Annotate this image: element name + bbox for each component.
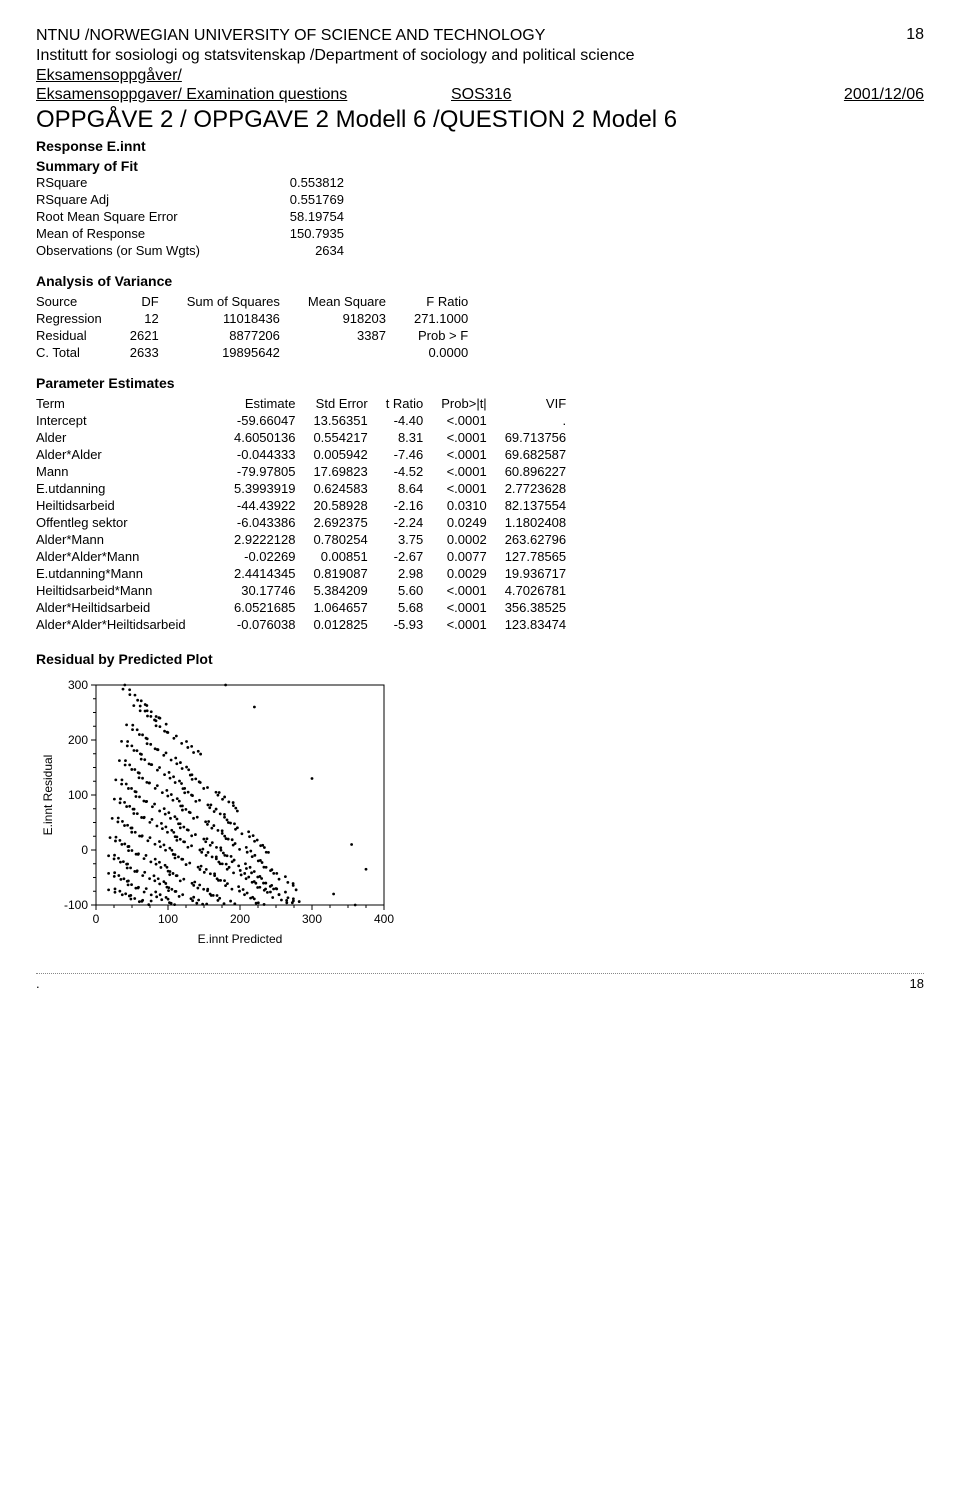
table-row: Observations (or Sum Wgts)2634 xyxy=(36,242,352,259)
table-row: E.utdanning5.39939190.6245838.64<.00012.… xyxy=(36,480,584,497)
svg-text:100: 100 xyxy=(158,912,178,926)
table-row: Alder*Alder*Heiltidsarbeid-0.0760380.012… xyxy=(36,616,584,633)
table-row: Alder*Heiltidsarbeid6.05216851.0646575.6… xyxy=(36,599,584,616)
svg-text:0: 0 xyxy=(93,912,100,926)
table-row: C. Total2633198956420.0000 xyxy=(36,344,496,361)
course-code: SOS316 xyxy=(451,86,651,104)
question-title: OPPGÅVE 2 / OPPGAVE 2 Modell 6 /QUESTION… xyxy=(36,106,924,134)
svg-text:100: 100 xyxy=(68,788,88,802)
residual-scatter-plot: 0 100 200 300 400 E.innt Predicted -100 0 100 200… xyxy=(36,673,396,953)
table-row: Intercept-59.6604713.56351-4.40<.0001. xyxy=(36,412,584,429)
svg-text:E.innt Predicted: E.innt Predicted xyxy=(198,932,283,946)
plot-heading: Residual by Predicted Plot xyxy=(36,651,924,667)
table-row: Residual262188772063387Prob > F xyxy=(36,327,496,344)
table-row: RSquare Adj0.551769 xyxy=(36,191,352,208)
svg-text:400: 400 xyxy=(374,912,394,926)
footer-dot: . xyxy=(36,976,40,991)
table-row: Offentleg sektor-6.0433862.692375-2.240.… xyxy=(36,514,584,531)
table-row: Mann-79.9780517.69823-4.52<.000160.89622… xyxy=(36,463,584,480)
svg-text:E.innt Residual: E.innt Residual xyxy=(41,755,55,836)
table-row: Root Mean Square Error58.19754 xyxy=(36,208,352,225)
table-row: Alder*Alder-0.0443330.005942-7.46<.00016… xyxy=(36,446,584,463)
table-row: Alder4.60501360.5542178.31<.000169.71375… xyxy=(36,429,584,446)
table-row: RSquare0.553812 xyxy=(36,174,352,191)
exam-date: 2001/12/06 xyxy=(651,86,924,104)
svg-text:200: 200 xyxy=(230,912,250,926)
university-line: NTNU /NORWEGIAN UNIVERSITY OF SCIENCE AN… xyxy=(36,26,924,46)
anova-table: SourceDFSum of SquaresMean SquareF Ratio… xyxy=(36,293,496,361)
svg-text:0: 0 xyxy=(81,843,88,857)
page-number-top: 18 xyxy=(906,26,924,44)
table-row: Heiltidsarbeid*Mann30.177465.3842095.60<… xyxy=(36,582,584,599)
table-row: Alder*Mann2.92221280.7802543.750.0002263… xyxy=(36,531,584,548)
exam-row: Eksamensoppgaver/ Examination questions … xyxy=(36,86,924,104)
table-row: Alder*Alder*Mann-0.022690.00851-2.670.00… xyxy=(36,548,584,565)
summary-heading: Summary of Fit xyxy=(36,158,924,174)
svg-text:300: 300 xyxy=(68,678,88,692)
table-row: Mean of Response150.7935 xyxy=(36,225,352,242)
param-table: TermEstimateStd Errort RatioProb>|t|VIF … xyxy=(36,395,584,633)
page-footer: . 18 xyxy=(36,973,924,991)
summary-table: RSquare0.553812RSquare Adj0.551769Root M… xyxy=(36,174,352,259)
department-line: Institutt for sosiologi og statsvitenska… xyxy=(36,46,924,66)
svg-text:200: 200 xyxy=(68,733,88,747)
exam-label: Eksamensoppgaver/ Examination questions xyxy=(36,86,451,104)
response-label: Response E.innt xyxy=(36,138,924,154)
param-heading: Parameter Estimates xyxy=(36,375,924,391)
svg-text:300: 300 xyxy=(302,912,322,926)
table-row: Regression1211018436918203271.1000 xyxy=(36,310,496,327)
residual-plot-section: Residual by Predicted Plot 0 100 200 300 400… xyxy=(36,651,924,953)
eks-line: Eksamensoppgåver/ xyxy=(36,66,924,86)
page-number-bottom: 18 xyxy=(910,976,924,991)
table-row: E.utdanning*Mann2.44143450.8190872.980.0… xyxy=(36,565,584,582)
header: 18 NTNU /NORWEGIAN UNIVERSITY OF SCIENCE… xyxy=(36,26,924,104)
table-row: Heiltidsarbeid-44.4392220.58928-2.160.03… xyxy=(36,497,584,514)
anova-heading: Analysis of Variance xyxy=(36,273,924,289)
svg-text:-100: -100 xyxy=(64,898,88,912)
